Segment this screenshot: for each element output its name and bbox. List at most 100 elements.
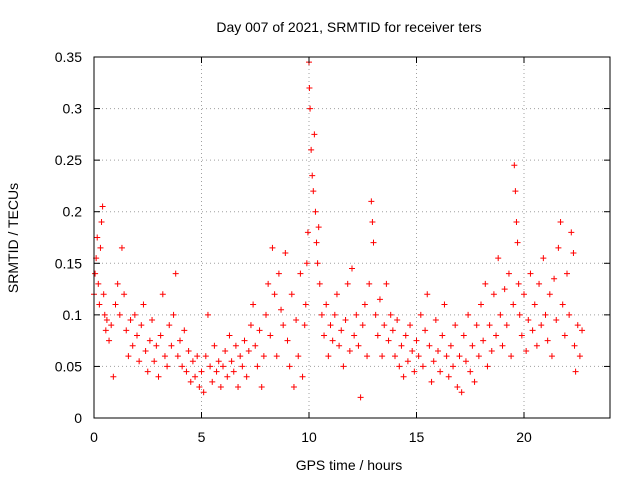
data-point [258, 384, 265, 391]
data-point [340, 363, 347, 370]
data-point [508, 353, 515, 360]
data-point [480, 337, 487, 344]
data-point [417, 311, 424, 318]
data-point [185, 347, 192, 354]
data-point [263, 311, 269, 318]
data-point [174, 353, 181, 360]
data-point [166, 322, 173, 329]
data-point [439, 332, 446, 339]
data-point [452, 322, 459, 329]
data-point [204, 311, 211, 318]
data-point [282, 249, 289, 256]
data-point [260, 353, 267, 360]
data-point [301, 322, 308, 329]
data-point [344, 280, 351, 287]
data-point [478, 301, 484, 308]
data-point [153, 342, 160, 349]
data-point [473, 322, 480, 329]
data-point [297, 270, 304, 277]
data-point [235, 384, 242, 391]
data-point [228, 358, 235, 365]
data-point [271, 291, 278, 298]
y-tick-label: 0.3 [63, 101, 83, 117]
data-point [471, 378, 478, 385]
data-point [544, 337, 551, 344]
data-point [447, 342, 454, 349]
data-point [571, 342, 578, 349]
data-point [579, 327, 586, 334]
data-point [329, 337, 336, 344]
data-point [331, 311, 338, 318]
data-point [311, 131, 318, 138]
data-point [159, 291, 166, 298]
y-tick-label: 0.1 [63, 307, 83, 323]
data-point [364, 353, 371, 360]
data-point [118, 244, 125, 251]
data-point [564, 270, 570, 277]
data-point [155, 373, 162, 380]
data-point [368, 198, 375, 205]
data-point [312, 208, 319, 215]
data-point [450, 363, 457, 370]
data-point [456, 353, 463, 360]
data-point [157, 332, 164, 339]
data-point [486, 322, 493, 329]
data-point [568, 229, 575, 236]
data-point [531, 301, 538, 308]
data-point [426, 342, 433, 349]
data-point [189, 358, 196, 365]
data-point [374, 332, 381, 339]
data-point [304, 229, 311, 236]
data-point [99, 203, 106, 210]
data-point [529, 327, 536, 334]
x-axis-label: GPS time / hours [296, 457, 403, 473]
data-point [441, 301, 448, 308]
data-point [349, 265, 355, 272]
data-point [123, 327, 130, 334]
data-point [495, 255, 502, 262]
data-point [422, 327, 429, 334]
data-point [198, 368, 205, 375]
data-point [370, 239, 377, 246]
data-point [100, 291, 107, 298]
y-tick-label: 0.25 [55, 152, 82, 168]
data-point [482, 280, 489, 287]
data-point [230, 368, 237, 375]
data-point [98, 219, 105, 226]
data-point [515, 280, 522, 287]
data-point [256, 327, 263, 334]
data-point [437, 368, 444, 375]
data-point [222, 347, 229, 354]
data-point [527, 270, 534, 277]
data-point [226, 332, 233, 339]
data-point [566, 311, 573, 318]
data-point [310, 188, 317, 195]
data-point [383, 280, 390, 287]
data-point [269, 244, 276, 251]
data-point [497, 311, 504, 318]
data-point [207, 363, 214, 370]
data-point [533, 342, 540, 349]
data-point [265, 280, 272, 287]
data-point [557, 219, 564, 226]
data-point [309, 172, 316, 179]
data-point [357, 394, 364, 401]
y-tick-label: 0 [74, 410, 82, 426]
data-point [321, 332, 328, 339]
data-point [209, 378, 216, 385]
data-point [286, 363, 293, 370]
data-point [116, 311, 123, 318]
data-point [181, 327, 188, 334]
data-point [295, 353, 302, 360]
data-point [131, 311, 138, 318]
data-point [290, 384, 297, 391]
data-point [462, 358, 469, 365]
data-point [217, 384, 224, 391]
data-point [570, 249, 577, 256]
data-point [404, 358, 411, 365]
data-point [149, 317, 156, 324]
data-point [536, 280, 543, 287]
data-point [411, 368, 418, 375]
data-point [302, 301, 309, 308]
